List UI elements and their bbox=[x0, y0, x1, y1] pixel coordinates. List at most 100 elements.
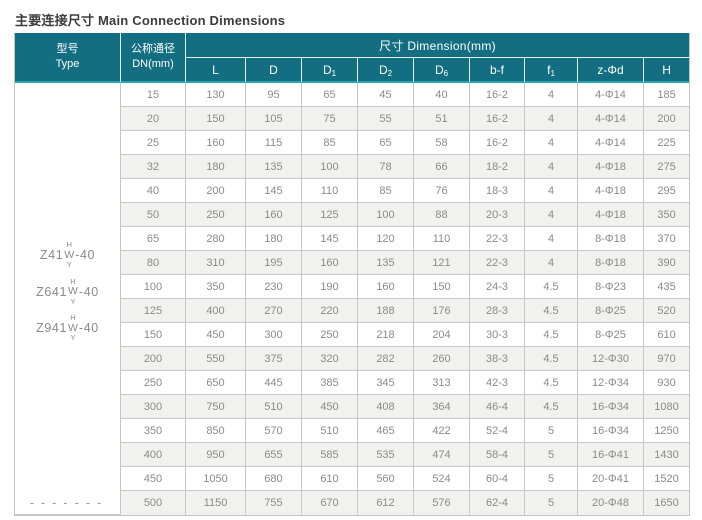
table-row: 150 450 300 250 218 204 30-3 4.5 8-Φ25 610 bbox=[15, 323, 690, 347]
model-label-z941: Z941 H W Y -40 bbox=[36, 313, 99, 343]
dim-cell: 204 bbox=[414, 323, 470, 347]
dim-cell: 576 bbox=[414, 491, 470, 515]
dn-header-zh: 公称通径 bbox=[131, 43, 175, 56]
dim-cell: 350 bbox=[186, 275, 246, 299]
model-label-z41: Z41 H W Y -40 bbox=[39, 240, 96, 270]
dim-cell: 46-4 bbox=[470, 395, 525, 419]
dim-cell: 120 bbox=[358, 227, 414, 251]
dim-cell: 4.5 bbox=[525, 395, 578, 419]
dim-cell: 51 bbox=[414, 107, 470, 131]
dim-cell: 4-Φ18 bbox=[578, 155, 644, 179]
dim-cell: 225 bbox=[644, 131, 690, 155]
dim-cell: 30-3 bbox=[470, 323, 525, 347]
dim-cell: 4.5 bbox=[525, 299, 578, 323]
continuation-dashes: ------- bbox=[28, 496, 107, 510]
dim-cell: 110 bbox=[414, 227, 470, 251]
dim-cell: 5 bbox=[525, 419, 578, 443]
dim-cell: 850 bbox=[186, 419, 246, 443]
dim-cell: 40 bbox=[414, 83, 470, 107]
dim-cell: 16-Φ41 bbox=[578, 443, 644, 467]
dim-cell: 16-2 bbox=[470, 107, 525, 131]
dim-cell: 8-Φ23 bbox=[578, 275, 644, 299]
col-header-dn: 公称通径 DN(mm) bbox=[121, 33, 186, 83]
dn-cell: 20 bbox=[121, 107, 186, 131]
table-row: 500 1150 755 670 612 576 62-4 5 20-Φ48 1650 bbox=[15, 491, 690, 515]
dim-cell: 680 bbox=[246, 467, 302, 491]
dim-cell: 375 bbox=[246, 347, 302, 371]
table-row: 65 280 180 145 120 110 22-3 4 8-Φ18 370 bbox=[15, 227, 690, 251]
dim-cell: 280 bbox=[186, 227, 246, 251]
dim-cell: 4-Φ14 bbox=[578, 107, 644, 131]
dim-cell: 250 bbox=[186, 203, 246, 227]
dim-cell: 510 bbox=[246, 395, 302, 419]
dim-cell: 450 bbox=[186, 323, 246, 347]
dim-cell: 408 bbox=[358, 395, 414, 419]
dim-cell: 4 bbox=[525, 107, 578, 131]
table-row: 200 550 375 320 282 260 38-3 4.5 12-Φ30 970 bbox=[15, 347, 690, 371]
dim-cell: 300 bbox=[246, 323, 302, 347]
table-row: 100 350 230 190 160 150 24-3 4.5 8-Φ23 435 bbox=[15, 275, 690, 299]
table-row: 50 250 160 125 100 88 20-3 4 4-Φ18 350 bbox=[15, 203, 690, 227]
dim-cell: 105 bbox=[246, 107, 302, 131]
dim-cell: 100 bbox=[302, 155, 358, 179]
dim-cell: 130 bbox=[186, 83, 246, 107]
dim-cell: 390 bbox=[644, 251, 690, 275]
dn-cell: 400 bbox=[121, 443, 186, 467]
dim-cell: 200 bbox=[186, 179, 246, 203]
dim-cell: 78 bbox=[358, 155, 414, 179]
dim-cell: 450 bbox=[302, 395, 358, 419]
dim-cell: 435 bbox=[644, 275, 690, 299]
dim-cell: 22-3 bbox=[470, 251, 525, 275]
dim-cell: 4 bbox=[525, 227, 578, 251]
dn-cell: 15 bbox=[121, 83, 186, 107]
dim-cell: 8-Φ18 bbox=[578, 251, 644, 275]
dim-cell: 176 bbox=[414, 299, 470, 323]
table-row: 25 160 115 85 65 58 16-2 4 4-Φ14 225 bbox=[15, 131, 690, 155]
dim-cell: 1430 bbox=[644, 443, 690, 467]
dim-cell: 1250 bbox=[644, 419, 690, 443]
dn-cell: 125 bbox=[121, 299, 186, 323]
dim-cell: 42-3 bbox=[470, 371, 525, 395]
dim-cell: 474 bbox=[414, 443, 470, 467]
dim-cell: 270 bbox=[246, 299, 302, 323]
dim-cell: 313 bbox=[414, 371, 470, 395]
dn-cell: 350 bbox=[121, 419, 186, 443]
header-row-main: 型号 Type 公称通径 DN(mm) 尺寸 Dimension(mm) bbox=[15, 33, 690, 83]
dim-cell: 550 bbox=[186, 347, 246, 371]
dn-cell: 32 bbox=[121, 155, 186, 179]
dim-cell: 250 bbox=[302, 323, 358, 347]
table-row: 350 850 570 510 465 422 52-4 5 16-Φ34 1250 bbox=[15, 419, 690, 443]
dim-cell: 310 bbox=[186, 251, 246, 275]
dim-cell: 4.5 bbox=[525, 275, 578, 299]
dim-cell: 20-Φ48 bbox=[578, 491, 644, 515]
dim-cell: 4 bbox=[525, 83, 578, 107]
dim-cell: 185 bbox=[644, 83, 690, 107]
dimensions-table: 型号 Type 公称通径 DN(mm) 尺寸 Dimension(mm) L D… bbox=[14, 33, 691, 516]
dim-cell: 4 bbox=[525, 203, 578, 227]
header-row-sub: L D D1 D2 D6 b-f f1 z-Φd H bbox=[15, 58, 690, 83]
dn-cell: 100 bbox=[121, 275, 186, 299]
col-header-f1: f1 bbox=[525, 58, 578, 83]
dim-cell: 55 bbox=[358, 107, 414, 131]
dim-cell: 180 bbox=[186, 155, 246, 179]
dim-cell: 100 bbox=[358, 203, 414, 227]
col-header-type: 型号 Type bbox=[15, 33, 121, 83]
dim-cell: 4-Φ18 bbox=[578, 179, 644, 203]
dim-cell: 195 bbox=[246, 251, 302, 275]
dim-cell: 610 bbox=[302, 467, 358, 491]
dim-cell: 58-4 bbox=[470, 443, 525, 467]
dn-cell: 300 bbox=[121, 395, 186, 419]
dim-cell: 950 bbox=[186, 443, 246, 467]
table-row: 20 150 105 75 55 51 16-2 4 4-Φ14 200 bbox=[15, 107, 690, 131]
dim-cell: 18-2 bbox=[470, 155, 525, 179]
dim-cell: 282 bbox=[358, 347, 414, 371]
dim-cell: 570 bbox=[246, 419, 302, 443]
dim-cell: 65 bbox=[358, 131, 414, 155]
table-row: 125 400 270 220 188 176 28-3 4.5 8-Φ25 520 bbox=[15, 299, 690, 323]
dim-cell: 218 bbox=[358, 323, 414, 347]
dn-cell: 50 bbox=[121, 203, 186, 227]
dim-cell: 38-3 bbox=[470, 347, 525, 371]
table-row: Z41 H W Y -40 Z641 H W Y -40 Z941 H W Y -40 ------- … bbox=[15, 83, 690, 515]
